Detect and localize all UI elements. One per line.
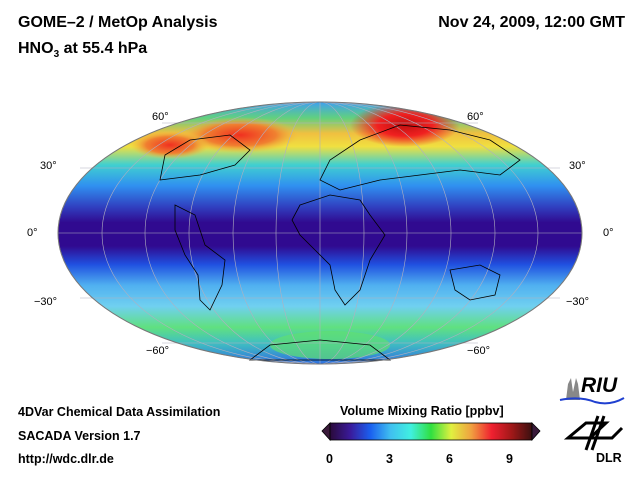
colorbar-tick-0: 0: [326, 452, 333, 466]
lat-label-left-0: 0°: [27, 227, 38, 239]
dlr-logo: [563, 415, 624, 451]
lat-label-left-60: 60°: [152, 111, 169, 123]
dlr-logo-text: DLR: [596, 451, 622, 465]
lat-label-left-minus60: −60°: [146, 345, 170, 357]
analysis-title: GOME–2 / MetOp Analysis: [18, 14, 218, 31]
lat-label-right-30: 30°: [569, 160, 586, 172]
lat-label-left-minus30: −30°: [34, 296, 58, 308]
coastlines: [159, 124, 521, 361]
colorbar-title: Volume Mixing Ratio [ppbv]: [340, 404, 504, 418]
lat-label-right-0: 0°: [603, 227, 614, 239]
colorbar-tick-6: 6: [446, 452, 453, 466]
colorbar-gradient: [329, 422, 533, 441]
colorbar-under-arrow: [321, 422, 331, 442]
map-border: [57, 101, 583, 365]
colorbar-tick-9: 9: [506, 452, 513, 466]
species-level-title: HNO3 at 55.4 hPa: [18, 40, 147, 60]
species: HNO: [18, 40, 54, 57]
footer-line-1: 4DVar Chemical Data Assimilation: [18, 405, 221, 419]
datetime: Nov 24, 2009, 12:00 GMT: [438, 14, 625, 31]
lat-label-right-minus60: −60°: [467, 345, 491, 357]
riu-logo-text: RIU: [581, 374, 618, 397]
species-subscript: 3: [53, 49, 60, 61]
lat-label-right-60: 60°: [467, 111, 484, 123]
lat-label-left-30: 30°: [40, 160, 57, 172]
colorbar-over-arrow: [531, 422, 541, 442]
footer-line-2: SACADA Version 1.7: [18, 429, 141, 443]
lat-label-right-minus30: −30°: [566, 296, 590, 308]
colorbar: [321, 422, 541, 442]
pressure-level: at 55.4 hPa: [59, 40, 148, 57]
riu-logo: [559, 378, 625, 405]
colorbar-tick-3: 3: [386, 452, 393, 466]
footer-url[interactable]: http://wdc.dlr.de: [18, 452, 114, 466]
